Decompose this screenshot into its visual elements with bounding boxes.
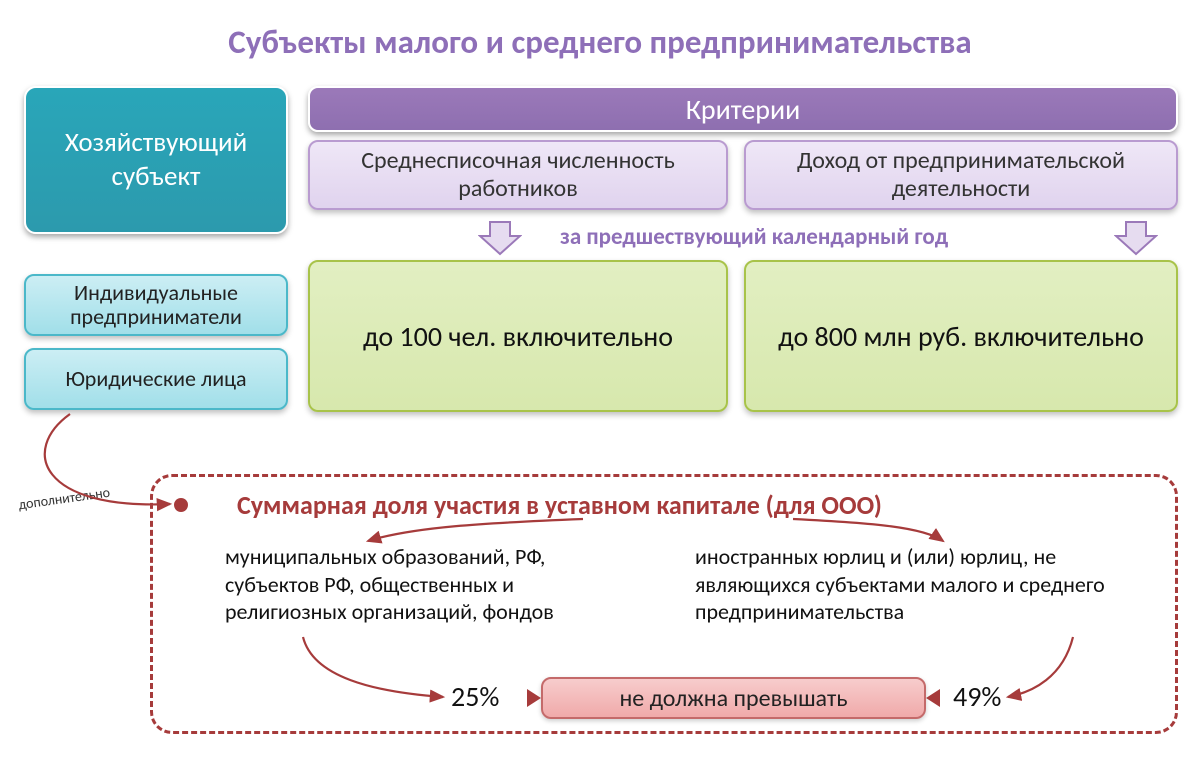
panel-connectors xyxy=(153,477,1181,737)
additional-panel: Суммарная доля участия в уставном капита… xyxy=(150,474,1178,734)
